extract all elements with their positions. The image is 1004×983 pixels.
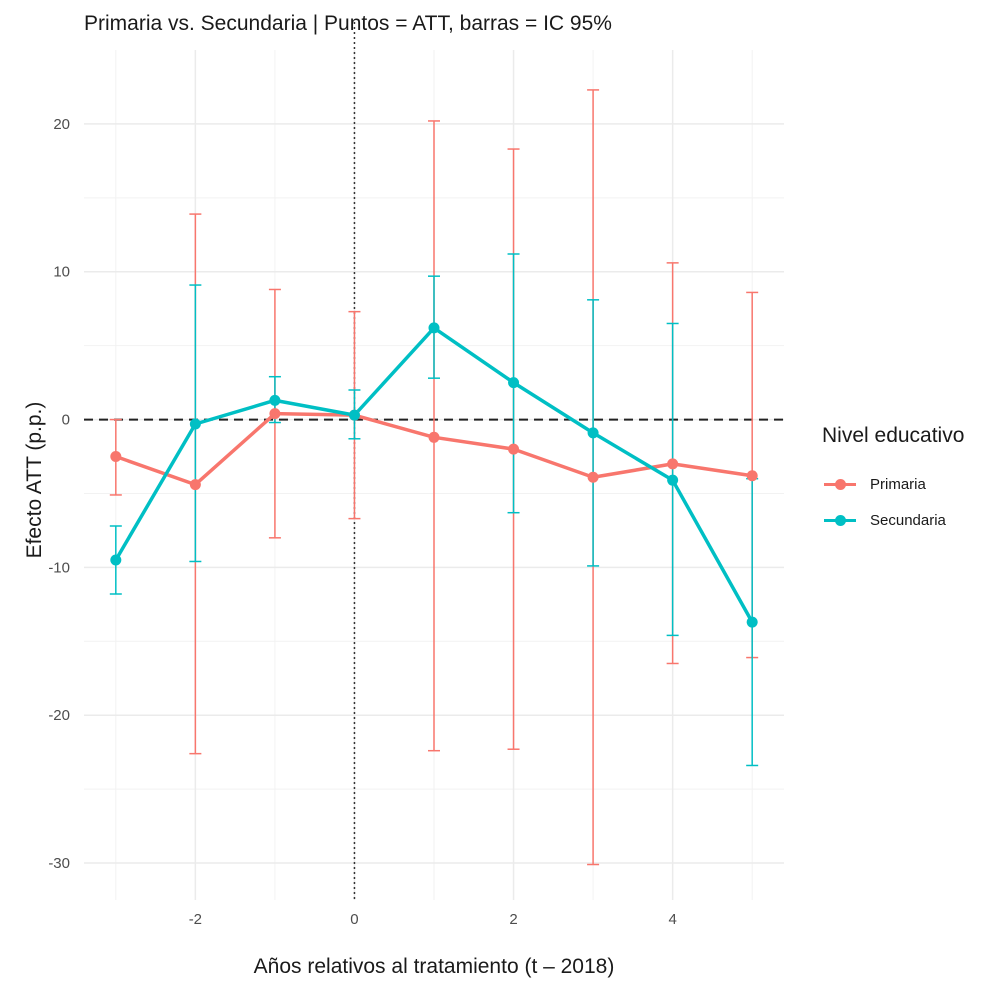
point-primaria <box>189 479 201 491</box>
point-primaria <box>587 471 599 483</box>
x-tick-label: 0 <box>350 911 358 928</box>
y-tick-label: -30 <box>48 855 70 872</box>
point-secundaria <box>508 377 520 389</box>
x-tick-labels: -2 0 2 4 <box>189 911 677 928</box>
legend-label: Secundaria <box>870 511 946 529</box>
error-bars <box>109 89 759 866</box>
point-secundaria <box>587 427 599 439</box>
x-axis-label: Años relativos al tratamiento (t – 2018) <box>253 955 615 978</box>
data-points <box>110 322 758 628</box>
chart-title: Primaria vs. Secundaria | Puntos = ATT, … <box>84 12 612 35</box>
point-secundaria <box>189 418 201 430</box>
point-secundaria <box>348 409 360 421</box>
legend-label: Primaria <box>870 475 926 493</box>
legend-key-primaria <box>822 474 858 494</box>
y-tick-label: 0 <box>62 412 70 429</box>
y-tick-label: 10 <box>53 264 70 281</box>
y-axis-label: Efecto ATT (p.p.) <box>23 401 46 559</box>
legend-item-secundaria: Secundaria <box>822 502 964 538</box>
point-primaria <box>508 443 520 455</box>
point-primaria <box>667 458 679 470</box>
point-secundaria <box>428 322 440 334</box>
point-secundaria <box>667 474 679 486</box>
point-primaria <box>269 408 281 420</box>
point-secundaria <box>110 554 122 566</box>
y-tick-label: -20 <box>48 707 70 724</box>
legend-title: Nivel educativo <box>822 424 965 447</box>
point-primaria <box>428 431 440 443</box>
point-primaria <box>110 451 122 463</box>
legend: Nivel educativo Primaria Secundaria <box>822 424 964 538</box>
point-secundaria <box>746 616 758 628</box>
point-secundaria <box>269 394 281 406</box>
y-tick-label: 20 <box>53 116 70 133</box>
point-primaria <box>746 470 758 482</box>
legend-item-primaria: Primaria <box>822 466 964 502</box>
y-tick-labels: -30 -20 -10 0 10 20 <box>48 116 70 872</box>
x-tick-label: -2 <box>189 911 202 928</box>
x-tick-label: 2 <box>509 911 517 928</box>
legend-key-secundaria <box>822 510 858 530</box>
x-tick-label: 4 <box>668 911 676 928</box>
y-tick-label: -10 <box>48 559 70 576</box>
